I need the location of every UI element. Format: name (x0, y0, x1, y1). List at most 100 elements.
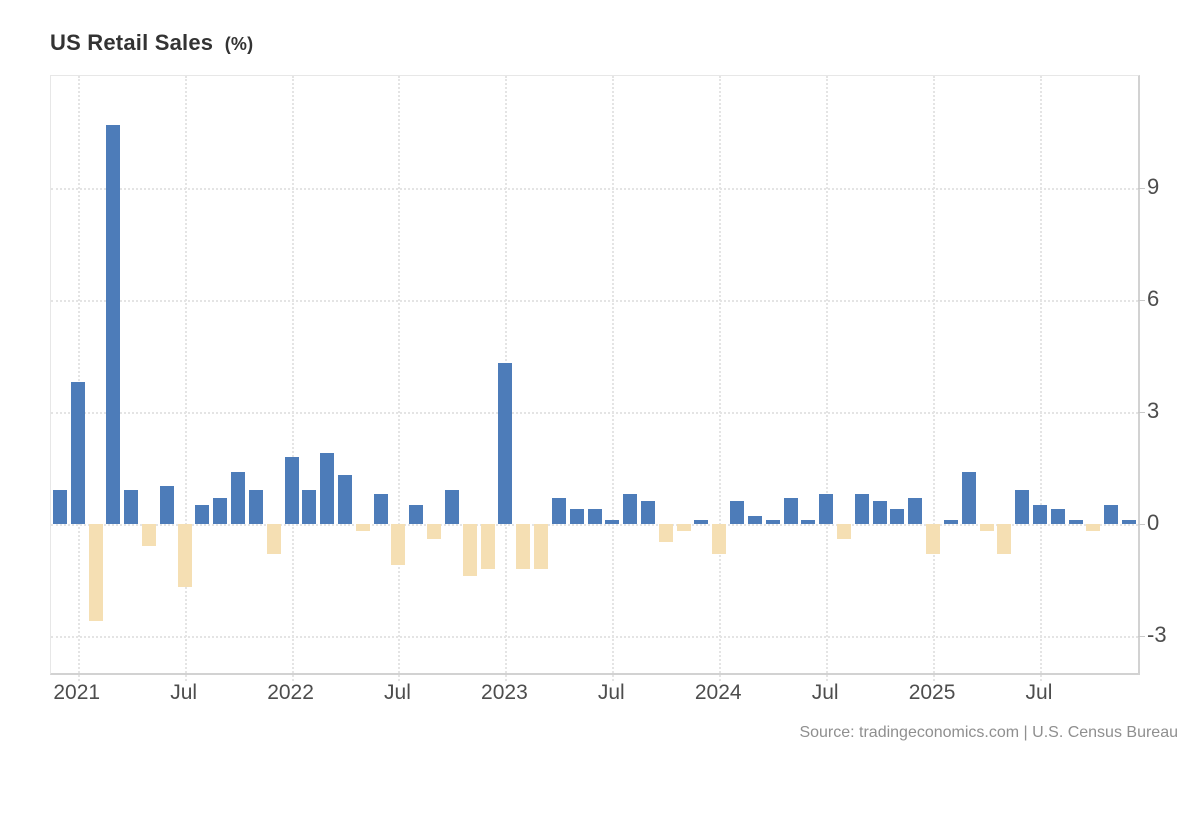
bar-feb-2022[interactable] (302, 490, 317, 524)
bar-sep-2024[interactable] (854, 493, 869, 524)
bar-may-2025[interactable] (997, 523, 1012, 554)
bar-jun-2023[interactable] (587, 508, 602, 524)
bar-nov-2024[interactable] (890, 508, 905, 524)
bar-oct-2025[interactable] (1086, 523, 1101, 532)
bar-sep-2022[interactable] (427, 523, 442, 539)
bar-dec-2023[interactable] (694, 520, 709, 524)
bar-jan-2021[interactable] (70, 381, 85, 524)
bar-aug-2023[interactable] (623, 493, 638, 524)
x-tick-label: 2021 (53, 681, 101, 704)
y-gridline (51, 635, 1138, 638)
y-tick-mark (1138, 187, 1145, 189)
bar-aug-2021[interactable] (195, 505, 210, 524)
x-tick-label: Jul (811, 681, 839, 704)
bar-mar-2023[interactable] (534, 523, 549, 569)
bar-jul-2024[interactable] (819, 493, 834, 524)
x-gridline (612, 76, 615, 681)
bar-nov-2025[interactable] (1104, 505, 1119, 524)
bar-jun-2021[interactable] (159, 486, 174, 524)
bar-nov-2021[interactable] (248, 490, 263, 524)
bar-apr-2021[interactable] (124, 490, 139, 524)
y-axis-labels: 9 6 3 0 -3 (1147, 75, 1199, 672)
chart-title: US Retail Sales (%) (50, 30, 253, 56)
bar-jul-2022[interactable] (391, 523, 406, 565)
bar-apr-2023[interactable] (551, 497, 566, 524)
bar-jan-2024[interactable] (712, 523, 727, 554)
x-gridline (184, 76, 187, 681)
x-tick-label: 2025 (908, 681, 956, 704)
x-gridline (719, 76, 722, 681)
y-tick-mark (1138, 411, 1145, 413)
bar-feb-2021[interactable] (88, 523, 103, 621)
bar-sep-2025[interactable] (1068, 520, 1083, 524)
bar-nov-2023[interactable] (676, 523, 691, 532)
bar-aug-2024[interactable] (836, 523, 851, 539)
y-tick-label: 0 (1147, 509, 1160, 535)
x-tick-label: Jul (384, 681, 411, 704)
bar-jun-2024[interactable] (801, 520, 816, 524)
bar-aug-2025[interactable] (1050, 508, 1065, 524)
x-tick-label: 2022 (267, 681, 314, 704)
bar-aug-2022[interactable] (409, 505, 424, 524)
bar-oct-2021[interactable] (231, 471, 246, 524)
bar-mar-2024[interactable] (747, 516, 762, 524)
bar-feb-2024[interactable] (730, 501, 745, 524)
x-gridline (398, 76, 401, 681)
bar-dec-2020[interactable] (52, 490, 67, 524)
x-gridline (77, 76, 80, 681)
bar-sep-2021[interactable] (213, 497, 228, 524)
x-gridline (1039, 76, 1042, 681)
bar-may-2024[interactable] (783, 497, 798, 524)
bar-jan-2023[interactable] (498, 363, 513, 524)
y-tick-label: -3 (1147, 621, 1167, 647)
bar-jun-2025[interactable] (1015, 490, 1030, 524)
bar-apr-2024[interactable] (765, 520, 780, 524)
x-gridline (826, 76, 829, 681)
bar-oct-2024[interactable] (872, 501, 887, 524)
bar-feb-2025[interactable] (943, 520, 958, 524)
bar-jan-2022[interactable] (284, 456, 299, 524)
bar-dec-2024[interactable] (908, 497, 923, 524)
y-tick-mark (1138, 523, 1145, 525)
y-gridline (51, 523, 1138, 526)
bar-jun-2022[interactable] (373, 493, 388, 524)
bar-oct-2022[interactable] (444, 490, 459, 524)
x-tick-label: 2023 (481, 681, 528, 704)
x-axis-labels: 2021 Jul 2022 Jul 2023 Jul 2024 Jul 2025 Jul (50, 682, 1137, 706)
x-gridline (933, 76, 936, 681)
bar-may-2023[interactable] (569, 508, 584, 524)
bar-dec-2022[interactable] (480, 523, 495, 569)
bar-apr-2025[interactable] (979, 523, 994, 532)
chart-title-unit: (%) (224, 34, 254, 54)
x-tick-label: Jul (597, 681, 625, 704)
chart-title-text: US Retail Sales (50, 30, 214, 55)
y-gridline (51, 187, 1138, 190)
bar-dec-2025[interactable] (1122, 520, 1137, 524)
bar-may-2021[interactable] (142, 523, 156, 547)
y-gridline (51, 411, 1138, 414)
bar-jul-2025[interactable] (1032, 505, 1047, 524)
x-tick-label: 2024 (694, 681, 742, 704)
plot-area[interactable] (50, 75, 1145, 681)
bar-jan-2025[interactable] (926, 523, 941, 554)
source-credit[interactable]: Source: tradingeconomics.com | U.S. Cens… (799, 724, 1178, 741)
bar-dec-2021[interactable] (266, 523, 281, 554)
bar-jul-2021[interactable] (177, 523, 192, 588)
bar-feb-2023[interactable] (516, 523, 531, 569)
bar-oct-2023[interactable] (658, 523, 673, 543)
bar-sep-2023[interactable] (640, 501, 655, 524)
bar-mar-2022[interactable] (320, 452, 335, 524)
x-tick-label: Jul (170, 681, 198, 704)
bar-may-2022[interactable] (355, 523, 370, 532)
bar-jul-2023[interactable] (605, 520, 620, 524)
bar-apr-2022[interactable] (338, 475, 353, 524)
bar-nov-2022[interactable] (462, 523, 477, 576)
bar-mar-2025[interactable] (961, 471, 976, 524)
y-tick-mark (1138, 299, 1145, 301)
x-tick-label: Jul (1025, 681, 1053, 704)
y-gridline (51, 299, 1138, 302)
y-tick-label: 9 (1147, 173, 1160, 199)
x-gridline (291, 76, 294, 681)
bar-mar-2021[interactable] (106, 124, 121, 524)
